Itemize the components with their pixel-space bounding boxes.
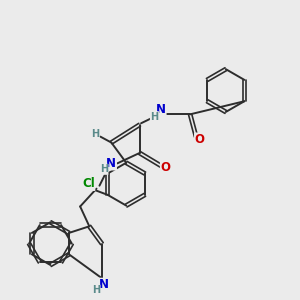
Text: N: N (98, 278, 108, 291)
Text: N: N (156, 103, 166, 116)
Text: N: N (106, 157, 116, 170)
Text: H: H (92, 285, 100, 295)
Text: Cl: Cl (82, 177, 95, 190)
Text: H: H (91, 129, 99, 139)
Text: H: H (100, 164, 108, 174)
Text: O: O (160, 161, 170, 174)
Text: O: O (195, 133, 205, 146)
Text: H: H (150, 112, 158, 122)
